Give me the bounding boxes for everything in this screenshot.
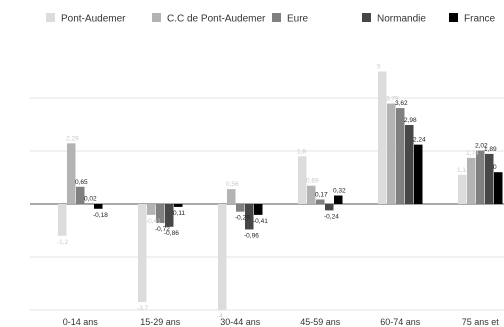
data-label: 0 — [493, 164, 497, 171]
data-label: -0,18 — [93, 212, 108, 219]
legend-swatch — [362, 13, 371, 22]
data-label: 0,65 — [75, 179, 88, 186]
data-label: 0,02 — [84, 195, 97, 202]
data-label: -0,24 — [324, 213, 339, 220]
bar — [174, 204, 183, 207]
bar — [94, 204, 103, 209]
data-label: -0,29 — [235, 215, 250, 222]
data-label: 1,89 — [484, 146, 497, 153]
data-label: 1,74 — [466, 150, 479, 157]
bar — [245, 204, 254, 230]
bar — [405, 125, 414, 204]
bar — [396, 108, 405, 204]
data-label: -0,86 — [164, 230, 179, 237]
data-label: 1,8 — [297, 148, 306, 155]
data-labels-group: -1,22,290,650,02-0,18-3,7-0,41-0,72-0,86… — [57, 64, 497, 321]
legend-label: C.C de Pont-Audemer — [167, 14, 266, 25]
gridlines — [30, 97, 504, 311]
bars-group — [58, 71, 503, 310]
bar — [494, 172, 503, 204]
data-label: -0,41 — [146, 218, 161, 225]
bar — [227, 189, 236, 204]
legend-label: Pont-Audemer — [61, 14, 126, 25]
data-label: -1,2 — [57, 239, 69, 246]
bar — [307, 185, 316, 204]
bar — [485, 153, 494, 204]
legend-swatch — [152, 13, 161, 22]
bar — [387, 103, 396, 204]
legend-item-normandie: Normandie — [362, 13, 426, 25]
bar — [298, 156, 307, 204]
bar — [414, 144, 423, 204]
bar — [156, 204, 165, 224]
bar — [165, 204, 174, 227]
bar — [76, 186, 85, 204]
legend-item-france: France — [449, 13, 496, 25]
x-tick-label: 60-74 ans — [380, 317, 421, 327]
bar — [138, 204, 147, 303]
x-tick-label: 0-14 ans — [63, 317, 99, 327]
data-label: -0,72 — [155, 226, 170, 233]
data-label: 0,11 — [173, 210, 186, 217]
legend-swatch — [272, 13, 281, 22]
legend: Pont-Audemer C.C de Pont-Audemer Eure Norma… — [46, 13, 496, 25]
legend-item-eure: Eure — [272, 13, 309, 25]
bar — [334, 195, 343, 204]
data-label: 2,24 — [413, 137, 426, 144]
data-label: -3,7 — [137, 305, 149, 312]
data-label: 0,17 — [315, 191, 328, 198]
bar — [378, 71, 387, 204]
data-label: 3,62 — [395, 100, 408, 107]
bar — [147, 204, 156, 215]
data-label: 5 — [377, 64, 381, 71]
data-label: 0,56 — [226, 181, 239, 188]
bar — [218, 204, 227, 310]
x-tick-label: 30-44 ans — [220, 317, 261, 327]
data-label: 2,02 — [475, 142, 488, 149]
bar — [85, 203, 94, 205]
legend-swatch — [449, 13, 458, 22]
legend-label: Eure — [287, 14, 309, 25]
bar — [58, 204, 67, 236]
bar — [67, 143, 76, 204]
legend-swatch — [46, 13, 55, 22]
x-tick-label: 75 ans et — [462, 317, 500, 327]
data-label: 3,79 — [386, 96, 399, 103]
bar — [467, 157, 476, 204]
bar — [316, 199, 325, 204]
data-label: -4 — [217, 313, 223, 320]
legend-label: France — [464, 14, 496, 25]
bar — [325, 204, 334, 211]
legend-label: Normandie — [377, 14, 426, 25]
legend-item-c-c-de-pont-audemer: C.C de Pont-Audemer — [152, 13, 266, 25]
x-tick-label: 45-59 ans — [300, 317, 341, 327]
data-label: -0,96 — [244, 232, 259, 239]
x-axis-ticks: 0-14 ans 15-29 ans 30-44 ans 45-59 ans 60-74… — [63, 317, 500, 327]
data-label: 2,29 — [66, 135, 79, 142]
bar — [254, 204, 263, 215]
bar — [458, 174, 467, 204]
data-label: 1,1 — [457, 167, 466, 174]
x-tick-label: 15-29 ans — [140, 317, 181, 327]
data-label: 0,69 — [306, 178, 319, 185]
bar — [236, 204, 245, 212]
data-label: 0,32 — [333, 188, 346, 195]
legend-item-pont-audemer: Pont-Audemer — [46, 13, 126, 25]
data-label: 2,98 — [404, 117, 417, 124]
bar — [476, 150, 485, 204]
data-label: -0,41 — [253, 218, 268, 225]
